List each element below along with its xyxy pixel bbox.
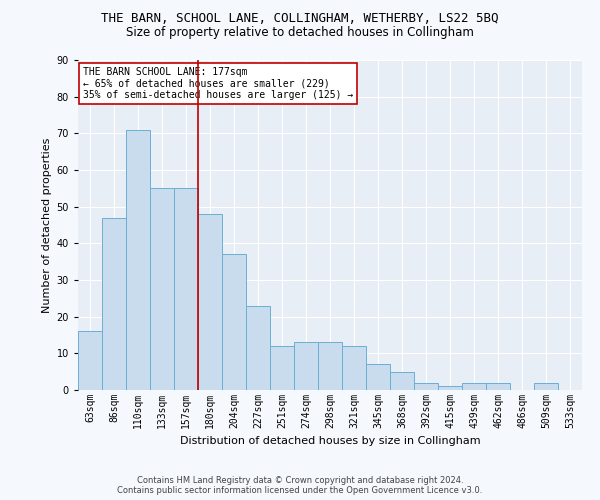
Bar bbox=[150, 188, 174, 390]
Text: Contains HM Land Registry data © Crown copyright and database right 2024.
Contai: Contains HM Land Registry data © Crown c… bbox=[118, 476, 482, 495]
Text: THE BARN SCHOOL LANE: 177sqm
← 65% of detached houses are smaller (229)
35% of s: THE BARN SCHOOL LANE: 177sqm ← 65% of de… bbox=[83, 66, 353, 100]
X-axis label: Distribution of detached houses by size in Collingham: Distribution of detached houses by size … bbox=[179, 436, 481, 446]
Y-axis label: Number of detached properties: Number of detached properties bbox=[43, 138, 52, 312]
Bar bbox=[366, 364, 390, 390]
Text: THE BARN, SCHOOL LANE, COLLINGHAM, WETHERBY, LS22 5BQ: THE BARN, SCHOOL LANE, COLLINGHAM, WETHE… bbox=[101, 12, 499, 26]
Bar bbox=[198, 214, 222, 390]
Bar bbox=[318, 342, 342, 390]
Bar bbox=[462, 382, 486, 390]
Bar bbox=[414, 382, 438, 390]
Bar bbox=[438, 386, 462, 390]
Bar bbox=[126, 130, 150, 390]
Bar bbox=[390, 372, 414, 390]
Bar bbox=[174, 188, 198, 390]
Bar bbox=[294, 342, 318, 390]
Bar bbox=[222, 254, 246, 390]
Bar bbox=[102, 218, 126, 390]
Bar bbox=[486, 382, 510, 390]
Bar bbox=[342, 346, 366, 390]
Text: Size of property relative to detached houses in Collingham: Size of property relative to detached ho… bbox=[126, 26, 474, 39]
Bar bbox=[534, 382, 558, 390]
Bar bbox=[78, 332, 102, 390]
Bar bbox=[270, 346, 294, 390]
Bar bbox=[246, 306, 270, 390]
